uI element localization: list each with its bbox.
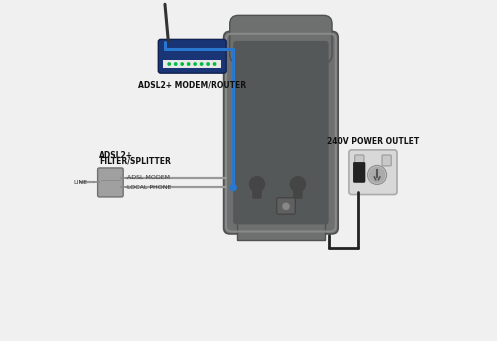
Circle shape: [207, 63, 209, 65]
Circle shape: [283, 203, 289, 209]
FancyBboxPatch shape: [349, 150, 397, 194]
Circle shape: [249, 177, 264, 192]
Text: ADSL2+: ADSL2+: [99, 151, 133, 160]
Circle shape: [187, 63, 190, 65]
Circle shape: [200, 63, 203, 65]
Text: FILTER/SPLITTER: FILTER/SPLITTER: [99, 157, 171, 166]
Circle shape: [168, 63, 170, 65]
Circle shape: [367, 165, 387, 184]
Circle shape: [181, 63, 183, 65]
FancyBboxPatch shape: [237, 221, 325, 240]
FancyBboxPatch shape: [233, 41, 329, 224]
Circle shape: [213, 63, 216, 65]
FancyBboxPatch shape: [353, 163, 365, 182]
Text: ADSL2+ MODEM/ROUTER: ADSL2+ MODEM/ROUTER: [138, 80, 247, 89]
Text: LOCAL PHONE: LOCAL PHONE: [127, 184, 171, 190]
FancyBboxPatch shape: [97, 168, 123, 197]
Bar: [163, 60, 221, 68]
FancyBboxPatch shape: [230, 15, 332, 63]
Circle shape: [194, 63, 196, 65]
FancyBboxPatch shape: [355, 155, 364, 166]
FancyBboxPatch shape: [252, 182, 262, 199]
Text: LINE: LINE: [74, 180, 87, 185]
Circle shape: [230, 184, 236, 191]
FancyBboxPatch shape: [293, 182, 303, 199]
FancyBboxPatch shape: [277, 198, 295, 214]
Circle shape: [370, 167, 385, 182]
Circle shape: [174, 63, 177, 65]
FancyBboxPatch shape: [382, 155, 391, 166]
FancyBboxPatch shape: [224, 31, 338, 234]
Text: ADSL MODEM: ADSL MODEM: [127, 175, 169, 180]
Circle shape: [290, 177, 306, 192]
Text: 240V POWER OUTLET: 240V POWER OUTLET: [327, 137, 419, 147]
FancyBboxPatch shape: [159, 39, 226, 73]
